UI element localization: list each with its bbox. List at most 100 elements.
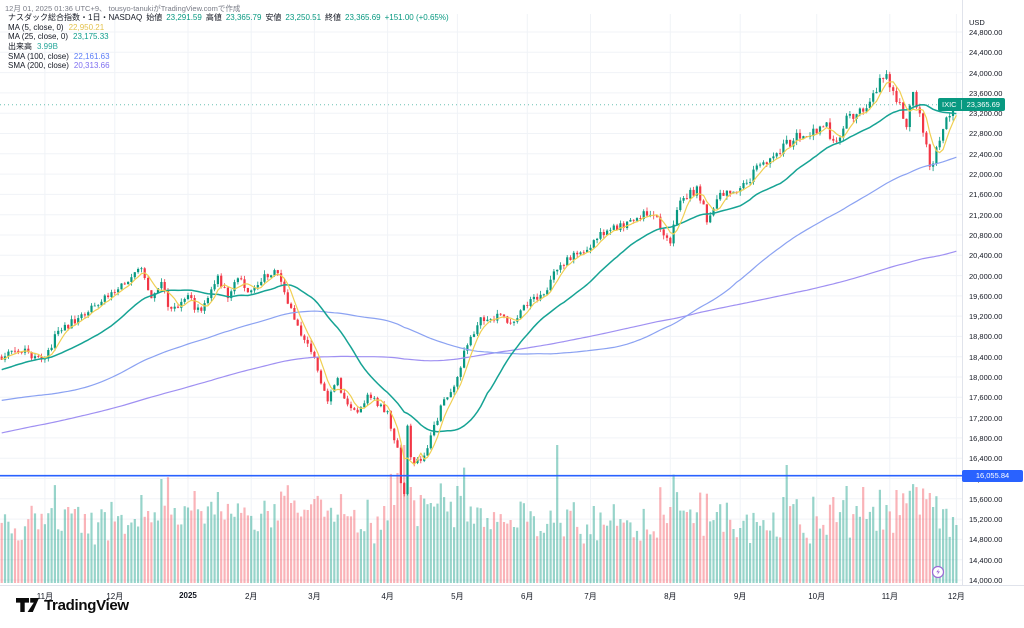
candle-up: [552, 271, 555, 280]
volume-bar: [642, 508, 645, 583]
volume-bar: [33, 513, 37, 583]
candle-down: [905, 118, 908, 128]
time-axis[interactable]: 11月 12月 2025 2月 3月 4月 5月 6月 7月 8月 9月 10月 11月 12月: [0, 585, 1024, 606]
volume-bar: [715, 512, 718, 583]
candle-down: [655, 215, 659, 217]
creation-date-text: 12月 01, 2025 01:36 UTC+9、 tousyo-tanukiが…: [5, 4, 241, 13]
volume-bar: [469, 506, 472, 583]
price-tick-label: 23,200.00: [969, 109, 1003, 119]
price-tick-label: 24,800.00: [969, 28, 1003, 37]
volume-bar: [97, 522, 100, 583]
price-axis[interactable]: USD 24,800.00 24,400.00 24,000.00 23,600.00…: [962, 0, 1024, 585]
volume-bar: [945, 508, 948, 583]
volume-bar: [665, 523, 669, 583]
event-marker[interactable]: [931, 565, 945, 579]
volume-bar: [50, 508, 53, 583]
volume-bar: [173, 508, 176, 583]
tradingview-logo[interactable]: TradingView: [16, 597, 129, 614]
candle-down: [13, 350, 17, 352]
candle-down: [632, 219, 635, 221]
price-tick-label: 18,000.00: [969, 373, 1003, 383]
candle-up: [359, 407, 362, 413]
candle-down: [266, 274, 269, 278]
ma25-line[interactable]: [1, 103, 957, 433]
volume-bar: [692, 523, 695, 583]
candle-down: [828, 122, 832, 139]
candle-up: [725, 190, 728, 196]
indicator-row-sma100[interactable]: SMA (100, close) 22,161.63: [8, 51, 453, 61]
candle-up: [802, 136, 805, 139]
volume-bar: [835, 522, 838, 583]
candle-up: [566, 257, 569, 266]
last-price-value: 23,365.69: [966, 100, 1000, 110]
volume-bar: [602, 524, 605, 583]
volume-bar: [529, 511, 532, 583]
price-tick-label: 14,000.00: [969, 576, 1003, 585]
candle-up: [273, 270, 276, 276]
candle-up: [183, 299, 186, 302]
volume-bar: [323, 516, 326, 583]
volume-bar: [868, 511, 871, 583]
candle-up: [463, 350, 466, 368]
ma5-value: 22,950.21: [68, 22, 105, 32]
candle-down: [313, 351, 316, 358]
volume-bar: [562, 536, 565, 583]
volume-bar: [443, 497, 446, 583]
volume-bar: [93, 544, 96, 583]
candle-up: [762, 162, 765, 165]
volume-bar: [87, 533, 90, 583]
candle-down: [892, 87, 895, 91]
candle-down: [928, 144, 931, 167]
volume-bar: [695, 512, 698, 583]
candle-up: [63, 324, 66, 331]
volume-bar: [373, 543, 376, 583]
indicator-row-volume[interactable]: 出来高 3.99B: [8, 42, 453, 52]
indicator-label: MA (5, close, 0): [8, 22, 64, 32]
indicator-row-ma25[interactable]: MA (25, close, 0) 23,175.33: [8, 32, 453, 42]
candle-down: [220, 275, 223, 288]
volume-bar: [912, 484, 915, 583]
volume-bar: [769, 530, 772, 583]
volume-bar: [549, 510, 552, 583]
candle-down: [383, 404, 386, 413]
volume-bar: [113, 521, 116, 583]
symbol-title-row[interactable]: ナスダック総合指数・1日・NASDAQ 始値 23,291.59 高値 23,365…: [8, 13, 453, 23]
volume-bar: [655, 537, 659, 583]
candle-down: [499, 313, 502, 315]
volume-bar: [502, 522, 506, 583]
volume-bar: [110, 501, 113, 583]
candle-up: [336, 378, 339, 386]
candle-up: [373, 397, 376, 399]
volume-bar: [339, 494, 343, 583]
candle-down: [73, 319, 76, 324]
price-tick-label: 23,600.00: [969, 88, 1003, 98]
volume-bar: [805, 537, 808, 583]
sma100-line[interactable]: [1, 156, 957, 401]
volume-bar: [928, 493, 931, 583]
price-tick-label: 18,800.00: [969, 332, 1003, 342]
ma5-line[interactable]: [1, 81, 957, 466]
volume-bar: [290, 503, 293, 583]
candle-up: [845, 115, 848, 129]
price-tick-label: 17,200.00: [969, 413, 1003, 423]
candle-up: [812, 128, 815, 137]
candle-down: [319, 370, 323, 384]
time-tick-label: 6月: [521, 592, 534, 601]
volume-bar: [150, 522, 153, 583]
price-tick-label: 21,200.00: [969, 210, 1003, 220]
volume-bar: [363, 531, 366, 583]
indicator-row-ma5[interactable]: MA (5, close, 0) 22,950.21: [8, 23, 453, 33]
volume-bar: [822, 524, 825, 583]
volume-bar: [366, 499, 369, 583]
volume-bar: [699, 492, 702, 583]
volume-bar: [216, 492, 219, 583]
sma200-line[interactable]: [1, 250, 957, 434]
volume-bar: [918, 514, 921, 583]
indicator-row-sma200[interactable]: SMA (200, close) 20,313.66: [8, 61, 453, 71]
time-tick-label: 11月: [881, 592, 898, 601]
volume-bar: [436, 503, 439, 583]
candle-up: [496, 313, 499, 321]
candle-down: [506, 316, 509, 323]
